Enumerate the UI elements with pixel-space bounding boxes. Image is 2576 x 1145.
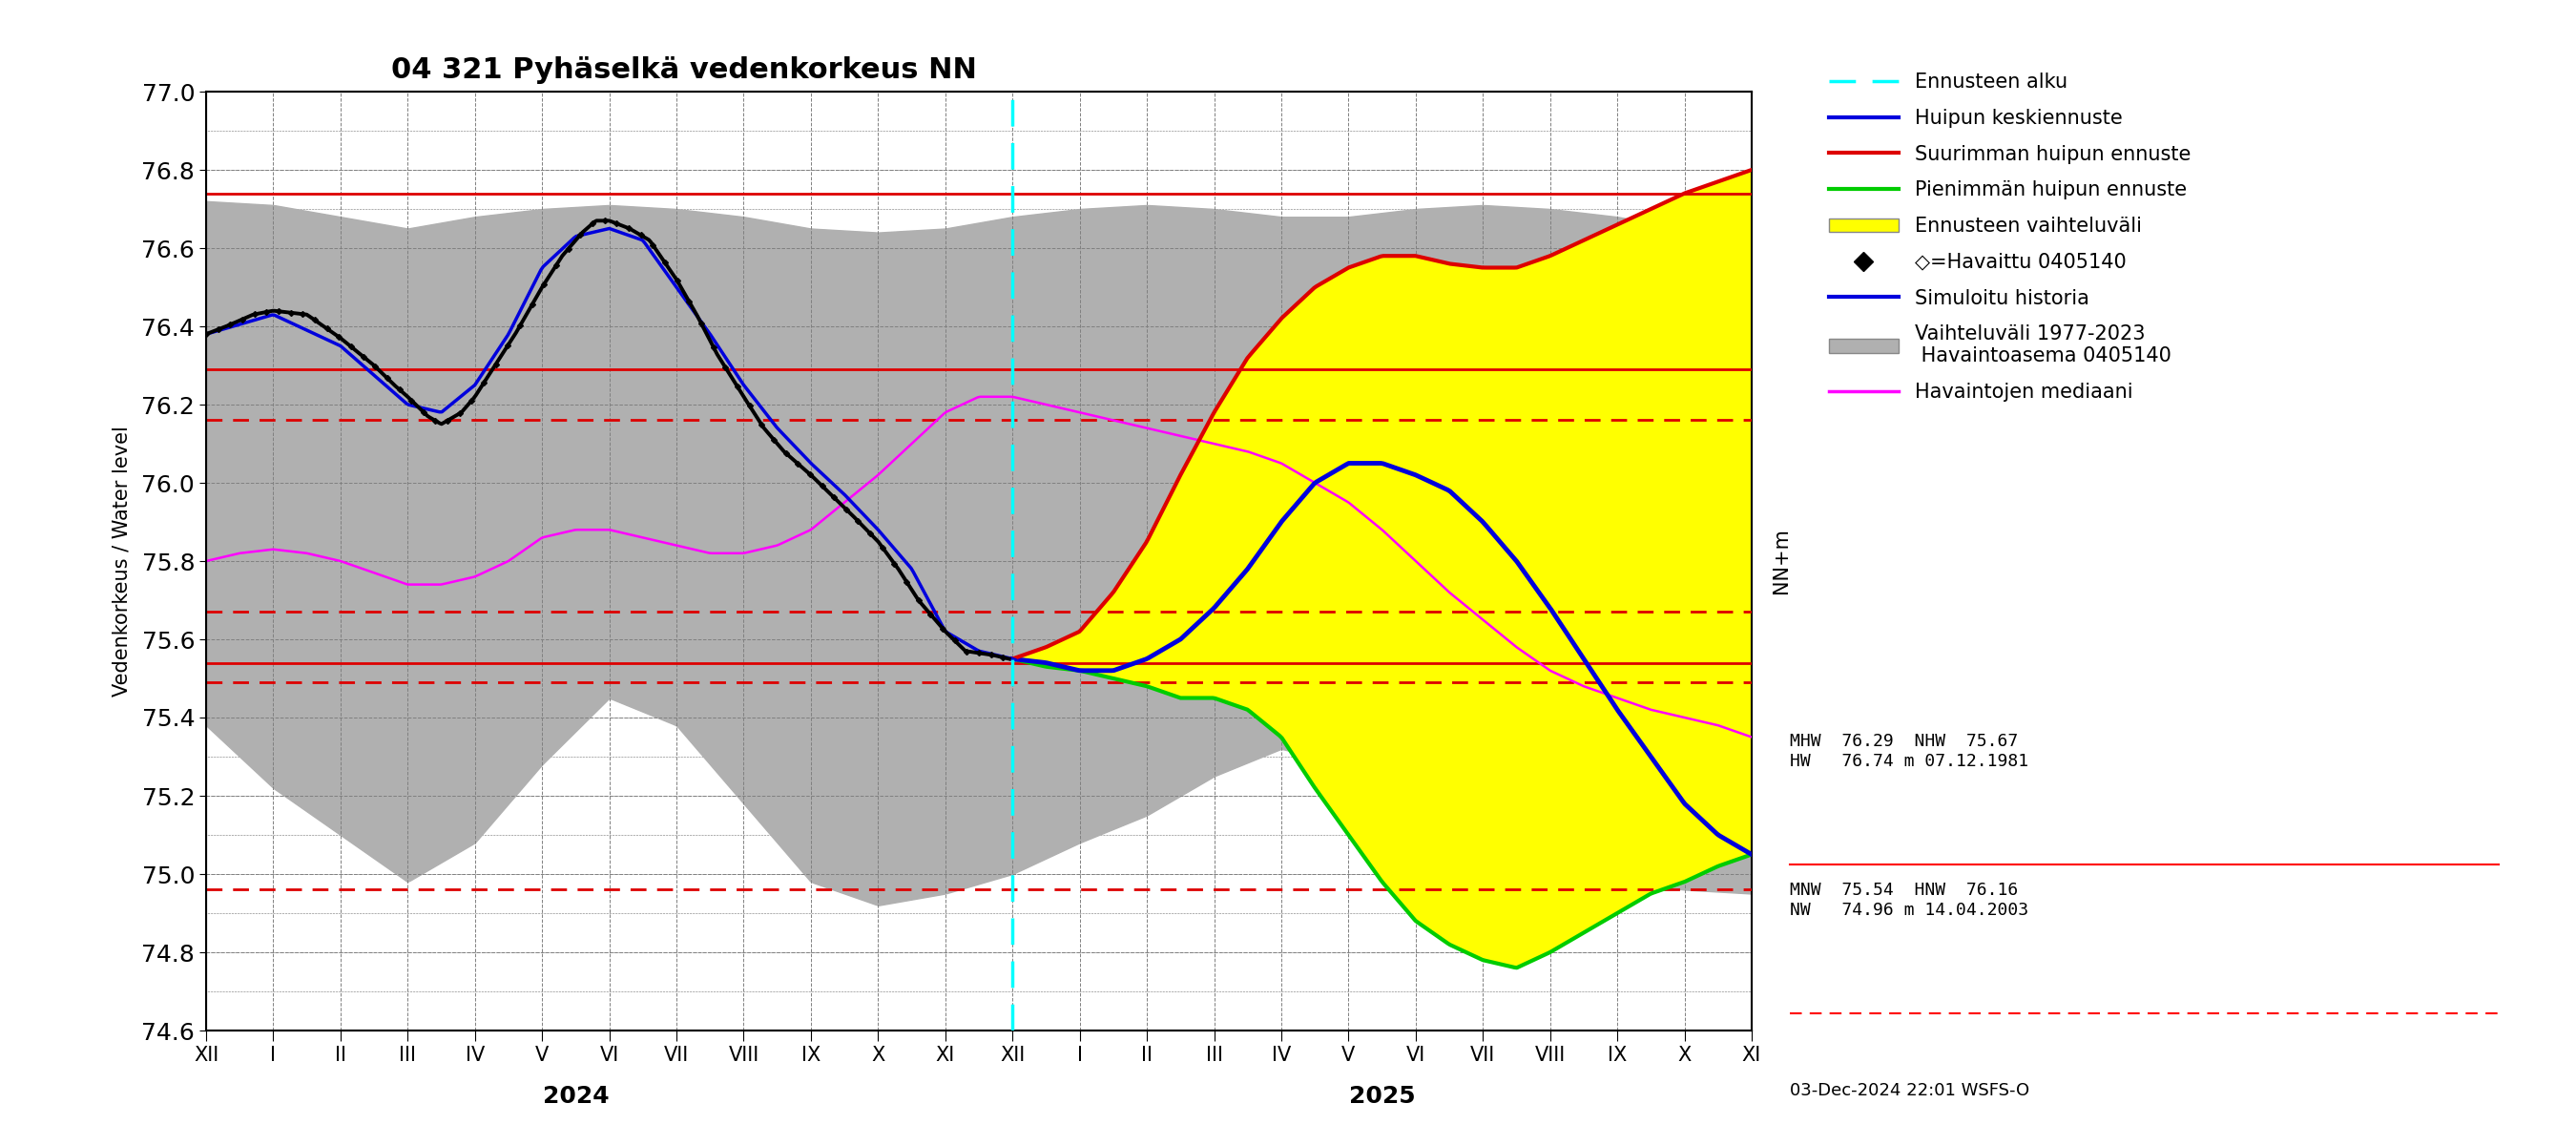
Y-axis label: Vedenkorkeus / Water level: Vedenkorkeus / Water level [111, 426, 131, 696]
Legend: Ennusteen alku, Huipun keskiennuste, Suurimman huipun ennuste, Pienimmän huipun : Ennusteen alku, Huipun keskiennuste, Suu… [1829, 73, 2190, 402]
Text: 04 321 Pyhäselkä vedenkorkeus NN: 04 321 Pyhäselkä vedenkorkeus NN [392, 56, 976, 84]
Y-axis label: NN+m: NN+m [1772, 528, 1790, 594]
Text: MHW  76.29  NHW  75.67
HW   76.74 m 07.12.1981: MHW 76.29 NHW 75.67 HW 76.74 m 07.12.198… [1790, 733, 2030, 769]
Text: MNW  75.54  HNW  76.16
NW   74.96 m 14.04.2003: MNW 75.54 HNW 76.16 NW 74.96 m 14.04.200… [1790, 882, 2030, 918]
Text: 2024: 2024 [544, 1085, 608, 1108]
Text: 2025: 2025 [1350, 1085, 1414, 1108]
Text: 03-Dec-2024 22:01 WSFS-O: 03-Dec-2024 22:01 WSFS-O [1790, 1082, 2030, 1099]
